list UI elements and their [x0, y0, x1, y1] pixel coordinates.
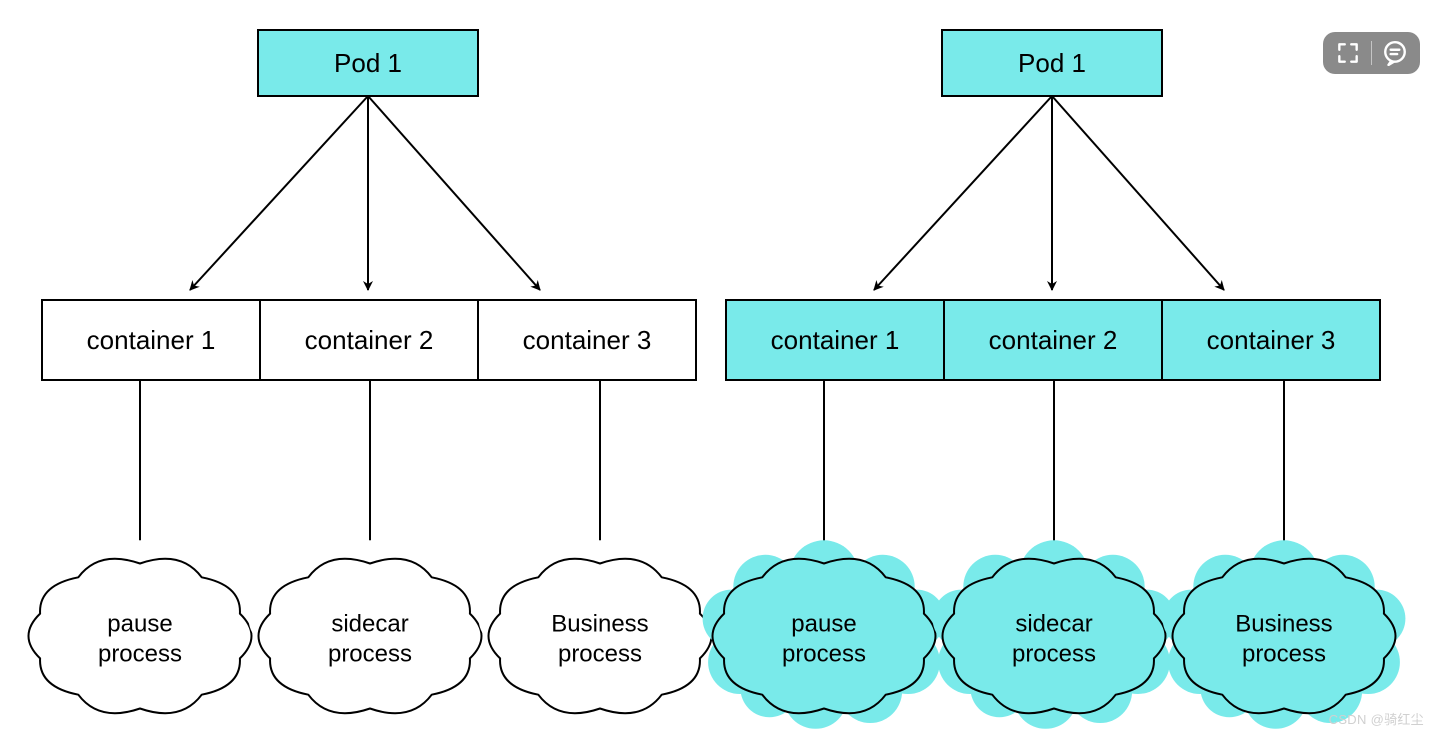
- process-cloud-left-0-label-1: pause: [107, 611, 172, 638]
- watermark: CSDN @骑红尘: [1329, 709, 1424, 728]
- container-box-left-0-label: container 1: [87, 325, 216, 355]
- container-box-right-1-label: container 2: [989, 325, 1118, 355]
- process-cloud-right-2-label-1: Business: [1235, 611, 1332, 638]
- image-toolbar: [1323, 32, 1420, 74]
- process-cloud-right-0-label-1: pause: [791, 611, 856, 638]
- container-box-left-1-label: container 2: [305, 325, 434, 355]
- process-cloud-right-1-label-1: sidecar: [1015, 611, 1092, 638]
- process-cloud-left-2-label-1: Business: [551, 611, 648, 638]
- container-box-left-2-label: container 3: [523, 325, 652, 355]
- comment-icon[interactable]: [1382, 40, 1408, 66]
- diagram-canvas: Pod 1 container 1 container 2 container 3 pa…: [0, 0, 1442, 734]
- edge-2: [368, 96, 540, 290]
- container-box-right-0-label: container 1: [771, 325, 900, 355]
- edge-0: [190, 96, 368, 290]
- edge-6: [874, 96, 1052, 290]
- expand-icon[interactable]: [1335, 40, 1361, 66]
- pod-box-left-label: Pod 1: [334, 48, 402, 78]
- process-cloud-left-2-label-2: process: [558, 641, 642, 668]
- process-cloud-left-1-label-2: process: [328, 641, 412, 668]
- process-cloud-left-1-label-1: sidecar: [331, 611, 408, 638]
- container-box-right-2-label: container 3: [1207, 325, 1336, 355]
- process-cloud-left-0-label-2: process: [98, 641, 182, 668]
- process-cloud-right-0-label-2: process: [782, 641, 866, 668]
- edge-8: [1052, 96, 1224, 290]
- process-cloud-right-2-label-2: process: [1242, 641, 1326, 668]
- process-cloud-right-1-label-2: process: [1012, 641, 1096, 668]
- pod-box-right-label: Pod 1: [1018, 48, 1086, 78]
- toolbar-divider: [1371, 41, 1372, 65]
